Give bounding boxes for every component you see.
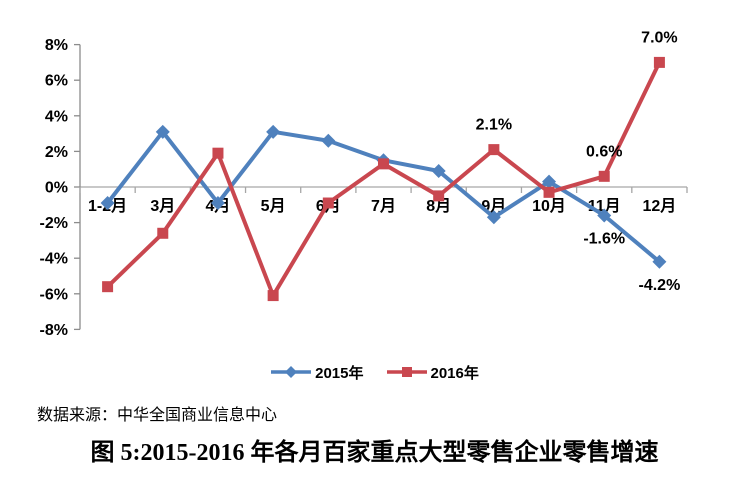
y-tick-label: -6% <box>40 286 68 303</box>
x-category-label: 5月 <box>261 197 286 215</box>
data-point-diamond <box>155 124 170 139</box>
x-category-label: 10月 <box>532 197 566 215</box>
data-point-square <box>102 281 114 293</box>
data-point-square <box>378 158 389 170</box>
line-chart: 8%6%4%2%0%-2%-4%-6%-8%1-2月3月4月5月6月7月8月9月… <box>40 29 688 339</box>
legend-marker-square <box>386 367 427 377</box>
data-point-square <box>267 290 279 302</box>
point-label: 2.1% <box>476 117 512 134</box>
y-tick-label: 0% <box>45 180 68 197</box>
data-point-diamond <box>486 210 501 225</box>
point-label: -1.6% <box>583 230 625 247</box>
y-tick-label: -8% <box>40 322 68 339</box>
y-tick-label: 8% <box>45 37 68 54</box>
series-2015年 <box>100 124 667 269</box>
data-point-diamond <box>266 124 281 139</box>
y-tick-label: 6% <box>45 73 68 90</box>
data-point-square <box>322 197 334 209</box>
data-point-diamond <box>431 163 446 178</box>
x-category-label: 3月 <box>150 197 175 215</box>
data-point-square <box>157 227 169 239</box>
y-tick-label: 4% <box>45 108 68 125</box>
data-point-square <box>433 190 445 202</box>
data-source-note: 数据来源：中华全国商业信息中心 <box>37 407 278 424</box>
series-line <box>105 60 662 298</box>
data-point-square <box>488 144 500 156</box>
legend-marker-diamond <box>271 366 312 378</box>
data-point-diamond <box>652 254 667 269</box>
y-tick-label: -2% <box>40 215 68 232</box>
legend-item-2016年: 2016年 <box>386 362 479 383</box>
series-2016年 <box>102 56 665 302</box>
data-point-diamond <box>210 196 225 211</box>
point-label: 0.6% <box>586 143 622 160</box>
legend-label: 2016年 <box>430 364 479 382</box>
x-category-label: 12月 <box>643 197 677 215</box>
x-category-label: 7月 <box>371 197 396 215</box>
data-point-diamond <box>321 133 336 148</box>
y-tick-label: -4% <box>40 251 68 268</box>
legend-label: 2015年 <box>315 364 364 382</box>
y-tick-label: 2% <box>45 144 68 161</box>
data-point-square <box>212 147 224 159</box>
data-point-square <box>543 186 555 198</box>
point-label: 7.0% <box>641 29 677 46</box>
data-point-diamond <box>542 174 557 189</box>
data-point-diamond <box>100 196 115 211</box>
series-line <box>105 129 662 264</box>
x-category-label: 8月 <box>426 197 451 215</box>
point-label: -4.2% <box>639 277 681 294</box>
chart-legend: 2015年 2016年 <box>0 360 749 384</box>
data-point-square <box>598 170 610 182</box>
legend-item-2015年: 2015年 <box>270 362 364 383</box>
data-point-square <box>653 56 665 68</box>
figure-title: 图 5:2015-2016 年各月百家重点大型零售企业零售增速 <box>90 440 659 466</box>
data-point-diamond <box>597 208 612 223</box>
